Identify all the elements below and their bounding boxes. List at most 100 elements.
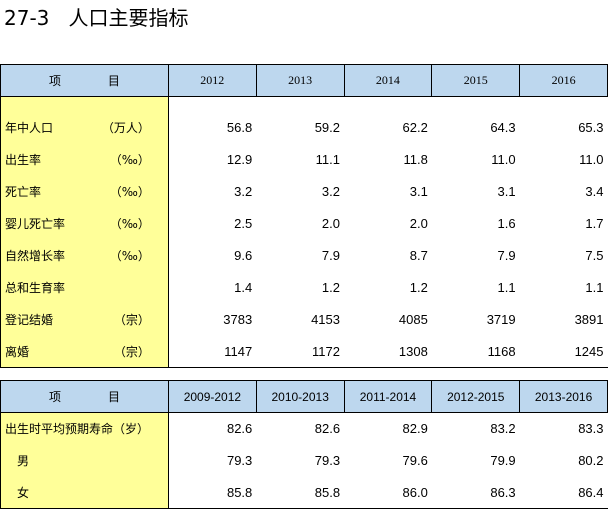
table-row: 男 79.3 79.3 79.6 79.9 80.2 [0,444,608,477]
header-item-char-1: 项 [49,74,62,88]
header-year: 2012 [167,64,257,97]
table-row: 出生率 （‰） 12.9 11.1 11.8 11.0 11.0 [0,143,608,176]
table-cell: 1.1 [585,280,604,295]
table-row: 自然增长率 （‰） 9.6 7.9 8.7 7.9 7.5 [0,239,608,272]
table-row: 婴儿死亡率 （‰） 2.5 2.0 2.0 1.6 1.7 [0,207,608,240]
table-cell: 8.7 [409,248,428,263]
header-period: 2010-2013 [255,380,345,413]
header-item: 项 目 [0,380,169,413]
table-cell: 3783 [223,312,253,327]
page-title: 27-3 人口主要指标 [4,6,189,30]
row-label-cell: 出生率 （‰） [0,143,169,176]
header-period: 2009-2012 [167,380,257,413]
table-cell: 1308 [344,335,432,368]
spacer-cell [168,97,256,112]
header-item-char-2: 目 [107,74,120,88]
header-item-char-1: 项 [49,390,62,404]
table-cell: 83.3 [578,421,604,437]
table-cell: 2.5 [234,216,253,231]
row-label: 离婚 [5,344,30,359]
table-cell: 9.6 [234,248,253,263]
row-label: 出生率 [5,153,42,167]
table-cell: 12.9 [226,152,253,167]
row-unit: （‰） [109,217,150,231]
table-row: 总和生育率 1.4 1.2 1.2 1.1 1.1 [0,271,608,304]
table-cell: 3.2 [234,184,253,199]
population-indicators-table: 项 目 2012 2013 2014 2015 2016 年中人口 （万人） 56.… [0,64,608,368]
table-cell: 1.6 [497,216,516,231]
row-label: 女 [17,485,30,500]
table-cell: 11.0 [579,152,604,167]
row-label: 自然增长率 [5,249,66,263]
table-cell: 1147 [168,335,257,368]
row-label: 年中人口 [5,121,54,135]
table-cell: 4153 [311,312,340,327]
table-row: 死亡率 （‰） 3.2 3.2 3.1 3.1 3.4 [0,175,608,208]
table-cell: 86.4 [519,476,608,509]
row-unit: （‰） [109,185,150,199]
row-unit: （万人） [101,121,150,135]
table-cell: 86.0 [344,476,432,509]
row-label-cell: 自然增长率 （‰） [0,239,169,272]
table-cell: 80.2 [578,453,604,468]
table-row: 女 85.8 85.8 86.0 86.3 86.4 [0,476,608,509]
row-label-cell: 出生时平均预期寿命（岁） [0,412,169,445]
header-year: 2015 [431,64,521,97]
table-cell: 82.6 [226,421,253,437]
row-label-cell: 女 [0,476,169,509]
table-cell: 65.3 [578,120,604,135]
header-year: 2016 [519,64,608,97]
row-label-cell: 年中人口 （万人） [0,111,169,144]
spacer-cell [432,97,520,112]
table-cell: 1.1 [497,280,516,295]
table-row: 离婚 （宗） 1147 1172 1308 1168 1245 [0,335,608,368]
spacer-cell [520,97,608,112]
table-cell: 3.4 [585,184,604,199]
table-cell: 11.8 [403,152,428,167]
life-expectancy-table: 项 目 2009-2012 2010-2013 2011-2014 2012-2… [0,380,608,509]
row-label: 总和生育率 [5,281,66,295]
spacer-cell [256,97,344,112]
table-cell: 3719 [486,312,516,327]
row-label-cell: 婴儿死亡率 （‰） [0,207,169,240]
table-cell: 79.9 [490,453,516,468]
row-label: 出生时平均预期寿命（岁） [5,422,150,437]
row-label: 婴儿死亡率 [5,217,66,231]
row-unit: （宗） [113,344,150,359]
table-cell: 7.9 [497,248,516,263]
row-label-cell: 死亡率 （‰） [0,175,169,208]
table-cell: 62.2 [402,120,428,135]
table-row: 出生时平均预期寿命（岁） 82.6 82.6 82.9 83.2 83.3 [0,412,608,445]
header-year: 2013 [255,64,345,97]
table-cell: 79.6 [402,453,428,468]
row-label: 男 [17,454,30,468]
table-cell: 11.0 [491,152,516,167]
spacer-cell [0,96,169,112]
table-cell: 83.2 [490,421,516,437]
table-cell: 82.6 [314,421,341,437]
row-unit: （‰） [109,249,150,263]
header-year: 2014 [343,64,433,97]
table-cell: 3.2 [321,184,340,199]
header-period: 2011-2014 [343,380,433,413]
table-cell: 1.4 [234,280,253,295]
table-cell: 2.0 [409,216,428,231]
row-label: 死亡率 [5,185,42,199]
table-cell: 3.1 [497,184,516,199]
table-cell: 3891 [574,312,604,327]
table-row: 年中人口 （万人） 56.8 59.2 62.2 64.3 65.3 [0,111,608,144]
table-cell: 4085 [398,312,428,327]
spacer-row [0,96,608,112]
table-cell: 59.2 [314,120,340,135]
table-cell: 1245 [519,335,608,368]
table-cell: 1.2 [409,280,428,295]
row-label-cell: 离婚 （宗） [0,335,169,368]
row-unit: （‰） [109,153,150,167]
table-cell: 56.8 [226,120,253,135]
row-label-cell: 男 [0,444,169,477]
table-cell: 85.8 [168,476,257,509]
table-cell: 85.8 [256,476,345,509]
row-label-cell: 登记结婚 （宗） [0,303,169,336]
table-cell: 11.1 [315,152,340,167]
table-cell: 82.9 [402,421,428,437]
